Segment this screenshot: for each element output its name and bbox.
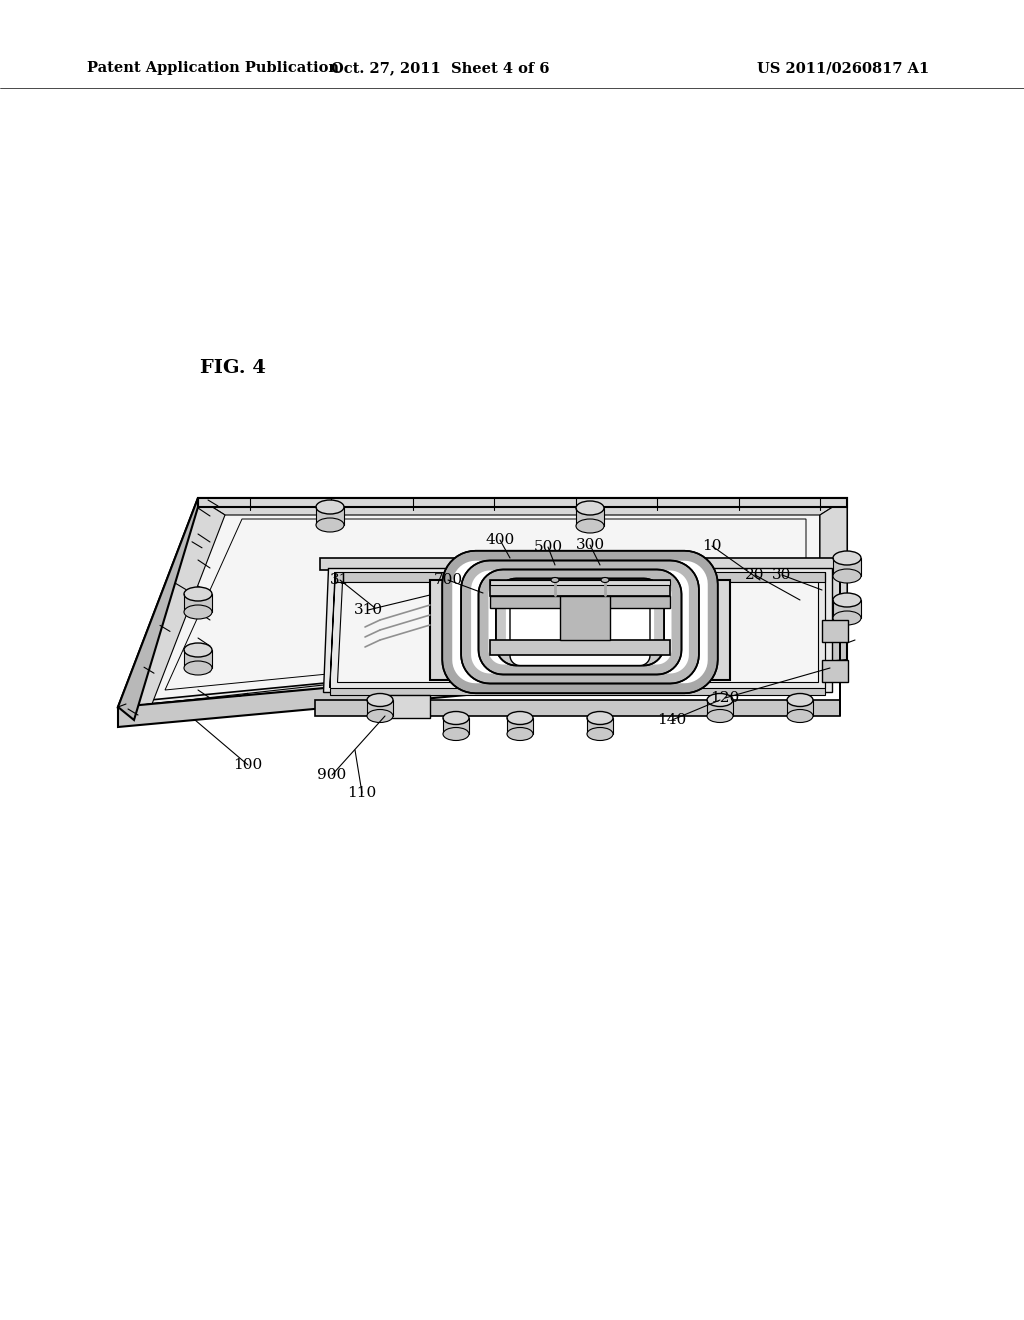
Ellipse shape xyxy=(787,693,813,706)
Polygon shape xyxy=(118,498,198,719)
Ellipse shape xyxy=(833,593,861,607)
Text: 700: 700 xyxy=(433,573,463,587)
Polygon shape xyxy=(118,640,847,727)
Ellipse shape xyxy=(184,605,212,619)
Polygon shape xyxy=(198,498,847,507)
Text: 300: 300 xyxy=(575,539,604,552)
Polygon shape xyxy=(490,579,670,597)
Text: US 2011/0260817 A1: US 2011/0260817 A1 xyxy=(757,61,929,75)
Ellipse shape xyxy=(575,519,604,533)
Polygon shape xyxy=(822,660,848,682)
Ellipse shape xyxy=(507,711,534,725)
Text: 20: 20 xyxy=(745,568,765,582)
Polygon shape xyxy=(443,718,469,734)
Polygon shape xyxy=(575,508,604,525)
Text: 140: 140 xyxy=(657,713,687,727)
Polygon shape xyxy=(560,597,610,640)
Ellipse shape xyxy=(443,711,469,725)
Polygon shape xyxy=(506,589,654,656)
Ellipse shape xyxy=(443,727,469,741)
Polygon shape xyxy=(198,498,847,515)
Text: 110: 110 xyxy=(347,785,377,800)
Text: Oct. 27, 2011  Sheet 4 of 6: Oct. 27, 2011 Sheet 4 of 6 xyxy=(331,61,549,75)
Text: 900: 900 xyxy=(317,768,347,781)
Polygon shape xyxy=(822,620,848,642)
Text: 500: 500 xyxy=(534,540,562,554)
Polygon shape xyxy=(833,601,861,618)
Polygon shape xyxy=(315,700,840,715)
Text: Patent Application Publication: Patent Application Publication xyxy=(87,61,339,75)
Polygon shape xyxy=(490,579,670,585)
Polygon shape xyxy=(523,598,637,647)
Polygon shape xyxy=(337,582,818,682)
Ellipse shape xyxy=(587,727,613,741)
Ellipse shape xyxy=(601,578,609,582)
Text: 30: 30 xyxy=(772,568,792,582)
Ellipse shape xyxy=(316,500,344,513)
Ellipse shape xyxy=(507,727,534,741)
Ellipse shape xyxy=(587,711,613,725)
Polygon shape xyxy=(380,696,430,718)
Text: 400: 400 xyxy=(485,533,515,546)
Ellipse shape xyxy=(184,661,212,675)
Polygon shape xyxy=(430,579,730,680)
Polygon shape xyxy=(184,594,212,612)
Ellipse shape xyxy=(833,569,861,583)
Polygon shape xyxy=(184,649,212,668)
Ellipse shape xyxy=(367,710,393,722)
Text: 310: 310 xyxy=(353,603,383,616)
Polygon shape xyxy=(488,579,672,664)
Ellipse shape xyxy=(707,710,733,722)
Polygon shape xyxy=(461,561,699,684)
Ellipse shape xyxy=(575,502,604,515)
Polygon shape xyxy=(490,597,670,609)
Text: FIG. 4: FIG. 4 xyxy=(200,359,266,378)
Ellipse shape xyxy=(184,587,212,601)
Polygon shape xyxy=(507,718,534,734)
Polygon shape xyxy=(513,587,647,656)
Polygon shape xyxy=(833,558,861,576)
Ellipse shape xyxy=(707,693,733,706)
Ellipse shape xyxy=(184,643,212,657)
Polygon shape xyxy=(471,570,689,673)
Ellipse shape xyxy=(367,693,393,706)
Text: 10: 10 xyxy=(702,539,722,553)
Polygon shape xyxy=(478,569,682,675)
Polygon shape xyxy=(118,630,847,708)
Polygon shape xyxy=(453,561,708,684)
Text: 31: 31 xyxy=(331,573,349,587)
Polygon shape xyxy=(330,572,335,688)
Ellipse shape xyxy=(316,517,344,532)
Polygon shape xyxy=(707,700,733,715)
Ellipse shape xyxy=(551,578,559,582)
Polygon shape xyxy=(150,510,820,700)
Polygon shape xyxy=(510,590,650,665)
Polygon shape xyxy=(118,498,225,708)
Polygon shape xyxy=(330,688,825,696)
Polygon shape xyxy=(323,568,831,692)
Ellipse shape xyxy=(833,550,861,565)
Ellipse shape xyxy=(833,611,861,624)
Polygon shape xyxy=(496,578,665,665)
Polygon shape xyxy=(587,718,613,734)
Polygon shape xyxy=(319,558,840,570)
Polygon shape xyxy=(118,498,847,708)
Polygon shape xyxy=(820,498,847,640)
Polygon shape xyxy=(442,550,718,693)
Polygon shape xyxy=(787,700,813,715)
Polygon shape xyxy=(367,700,393,715)
Polygon shape xyxy=(335,572,825,582)
Text: 120: 120 xyxy=(711,690,739,705)
Ellipse shape xyxy=(787,710,813,722)
Polygon shape xyxy=(316,507,344,525)
Polygon shape xyxy=(490,640,670,655)
Text: 100: 100 xyxy=(233,758,262,772)
